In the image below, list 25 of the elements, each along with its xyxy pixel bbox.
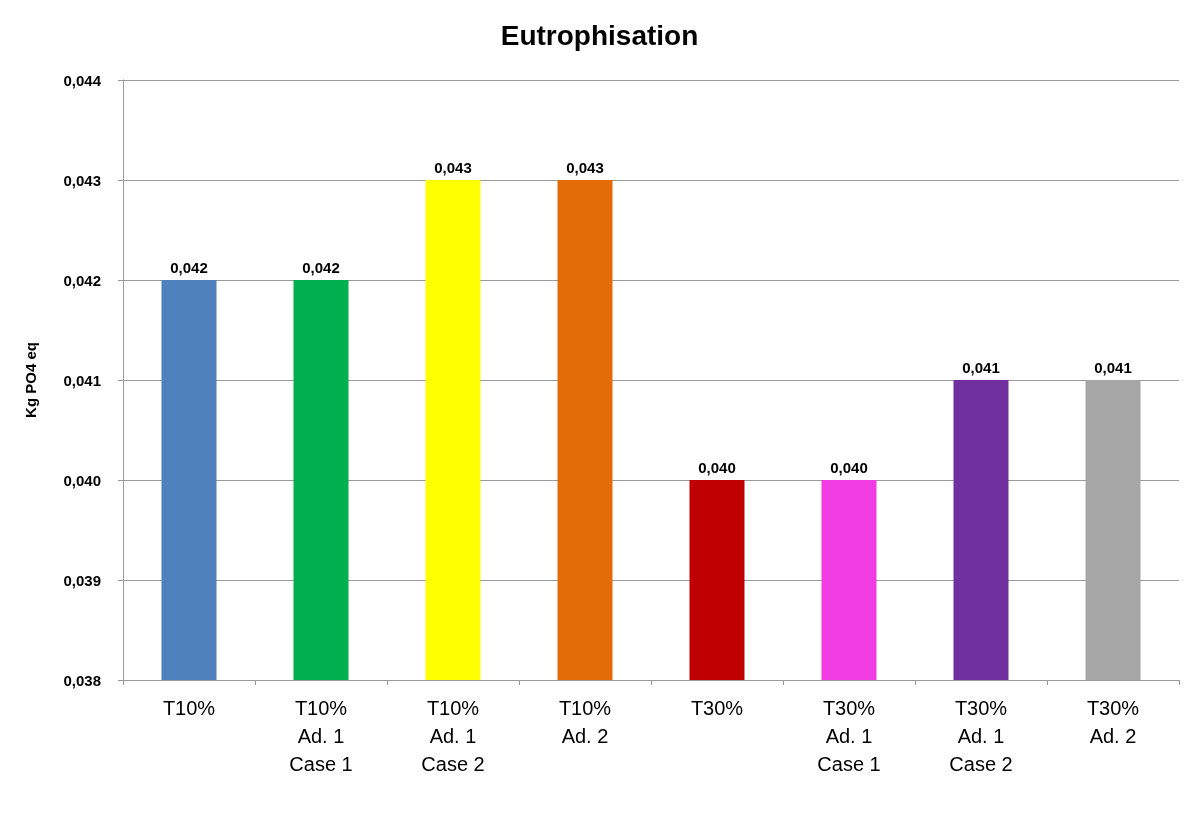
x-tick-label: T10% [162,697,216,719]
y-tick-label: 0,039 [63,571,101,589]
x-tick-label: T30% Ad. 1 Case 2 [949,697,1013,775]
data-label: 0,041 [1094,359,1132,376]
y-axis-title: Kg PO4 eq [22,342,39,418]
x-tick-label: T10% Ad. 2 [558,697,612,747]
x-tick-label: T30% Ad. 2 [1086,697,1140,747]
data-label: 0,040 [698,459,736,476]
data-label: 0,042 [170,259,208,276]
x-tick-label: T30% [690,697,744,719]
x-tick-label: T30% Ad. 1 Case 1 [817,697,881,775]
data-label: 0,043 [434,159,472,176]
y-tick-label: 0,042 [63,271,101,289]
y-tick-label: 0,040 [63,471,101,489]
data-label: 0,040 [830,459,868,476]
x-tick-label: T10% Ad. 1 Case 1 [289,697,353,775]
data-label: 0,043 [566,159,604,176]
y-tick-label: 0,044 [63,71,102,89]
y-tick-label: 0,043 [63,171,101,189]
data-label: 0,041 [962,359,1000,376]
chart-title: Eutrophisation [500,19,699,51]
x-tick-label: T10% Ad. 1 Case 2 [421,697,485,775]
y-tick-label: 0,041 [63,371,101,389]
y-tick-label: 0,038 [63,671,101,689]
data-label: 0,042 [302,259,340,276]
